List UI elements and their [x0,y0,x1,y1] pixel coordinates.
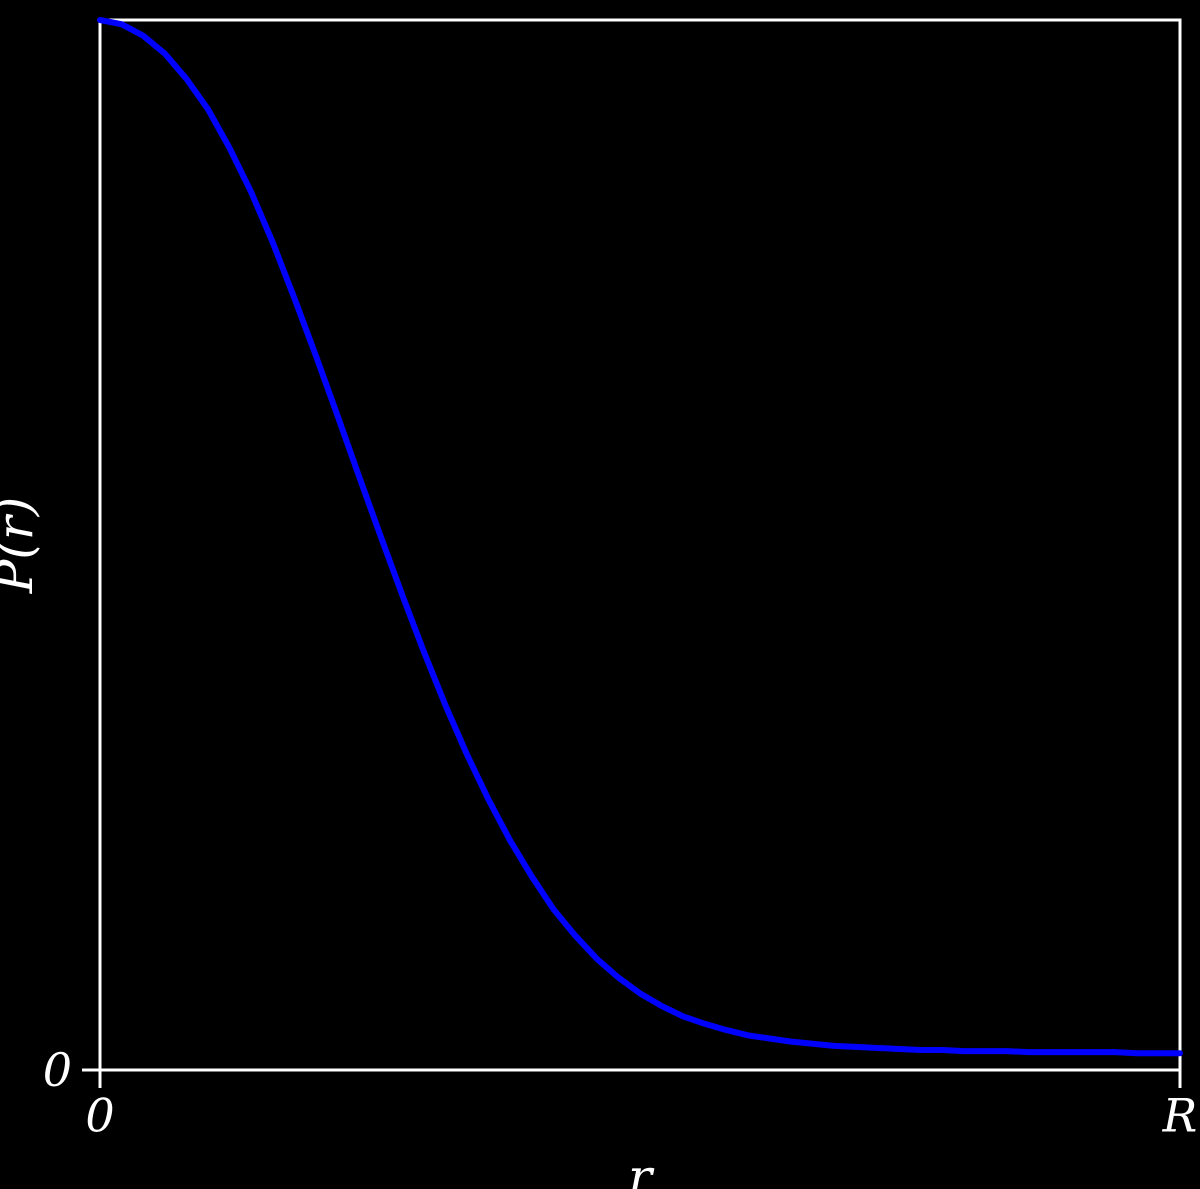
x-axis-label: r [628,1148,655,1189]
x-tick-label: 0 [85,1089,114,1143]
y-axis-label: P(r) [0,497,44,595]
y-tick-label: 0 [43,1043,72,1097]
chart-svg: 0 R 0 r P(r) [0,0,1200,1189]
x-tick-label: R [1162,1089,1198,1143]
chart-container: 0 R 0 r P(r) [0,0,1200,1189]
plot-background [0,0,1200,1189]
